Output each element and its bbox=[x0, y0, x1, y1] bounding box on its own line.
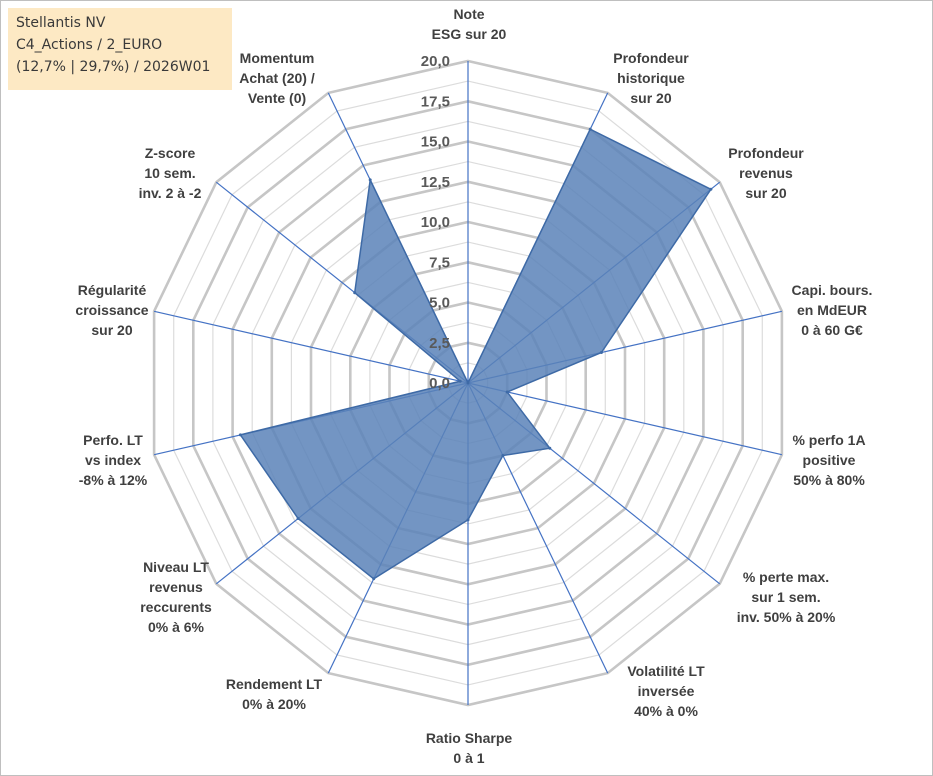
axis-label: Note ESG sur 20 bbox=[432, 6, 507, 42]
data-point bbox=[458, 379, 462, 383]
data-point bbox=[296, 517, 300, 520]
data-point bbox=[501, 454, 505, 457]
tick-label: 20,0 bbox=[421, 53, 450, 70]
data-point bbox=[548, 446, 552, 450]
tick-label: 2,5 bbox=[429, 335, 450, 352]
tick-label: 7,5 bbox=[429, 254, 450, 271]
data-point bbox=[505, 390, 509, 394]
axis-label: Ratio Sharpe 0 à 1 bbox=[426, 730, 513, 766]
axis-label: % perfo 1A positive 50% à 80% bbox=[792, 432, 865, 488]
tick-label: 12,5 bbox=[421, 174, 450, 191]
category-label: C4_Actions / 2_EURO bbox=[16, 37, 163, 53]
performance-week-label: (12,7% | 29,7%) / 2026W01 bbox=[16, 59, 211, 75]
axis-label: Volatilité LT inversée 40% à 0% bbox=[627, 663, 705, 719]
axis-label: Momentum Achat (20) / Vente (0) bbox=[239, 50, 315, 106]
data-point bbox=[466, 381, 470, 385]
tick-label: 15,0 bbox=[421, 134, 450, 151]
axis-spoke bbox=[467, 382, 783, 456]
axis-label: Profondeur revenus sur 20 bbox=[728, 145, 804, 201]
axis-label: Régularité croissance sur 20 bbox=[75, 282, 148, 338]
data-point bbox=[372, 577, 376, 581]
axis-label: Rendement LT 0% à 20% bbox=[226, 676, 323, 712]
axis-label: Perfo. LT vs index -8% à 12% bbox=[79, 432, 148, 488]
data-point bbox=[709, 187, 713, 191]
axis-label: Profondeur historique sur 20 bbox=[613, 50, 689, 106]
tick-label: 5,0 bbox=[429, 295, 450, 312]
chart-title-box: Stellantis NV C4_Actions / 2_EURO (12,7%… bbox=[8, 8, 232, 90]
tick-label: 17,5 bbox=[421, 93, 450, 110]
axis-label: Capi. bours. en MdEUR 0 à 60 G€ bbox=[792, 282, 873, 338]
axis-label: % perte max. sur 1 sem. inv. 50% à 20% bbox=[737, 569, 836, 625]
axis-label: Z-score 10 sem. inv. 2 à -2 bbox=[139, 145, 202, 201]
data-point bbox=[466, 518, 470, 522]
data-point bbox=[599, 351, 603, 354]
company-name: Stellantis NV bbox=[16, 15, 106, 31]
data-point bbox=[238, 433, 242, 437]
data-point bbox=[368, 178, 372, 182]
axis-label: Niveau LT revenus reccurents 0% à 6% bbox=[140, 559, 212, 635]
data-point bbox=[588, 127, 592, 131]
axis-spoke bbox=[153, 310, 469, 384]
tick-label: 0,0 bbox=[429, 375, 450, 392]
data-point bbox=[353, 291, 357, 295]
tick-label: 10,0 bbox=[421, 214, 450, 231]
